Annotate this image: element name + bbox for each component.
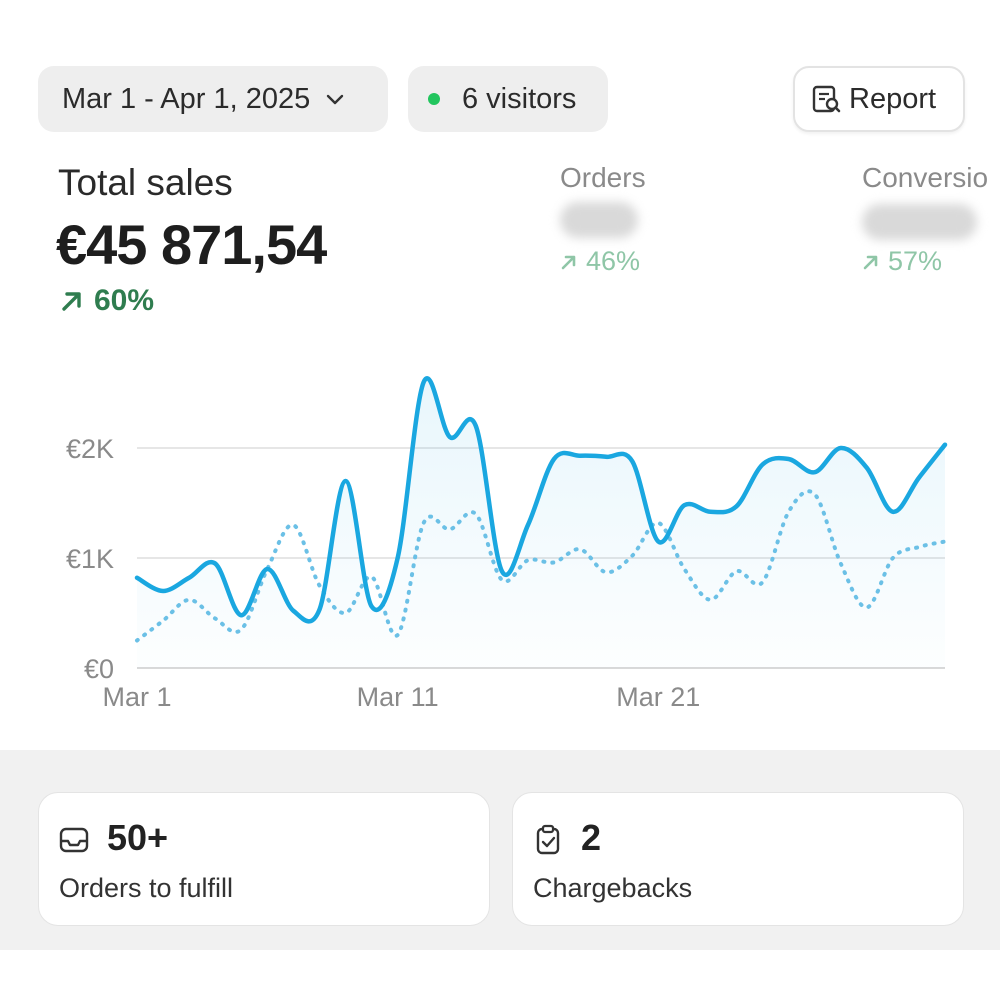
sales-line-chart: €0 €1K €2K Mar 1 Mar 11 Mar 21 xyxy=(66,376,948,712)
conversion-label: Conversio xyxy=(862,162,989,193)
y-tick-label: €1K xyxy=(66,544,114,574)
comparison-series-line xyxy=(135,489,947,643)
orders-to-fulfill-card[interactable]: 50+ Orders to fulfill xyxy=(38,792,490,926)
sales-series-line xyxy=(134,376,948,624)
orders-change: 46% xyxy=(560,246,640,277)
conversion-value-blurred xyxy=(862,204,977,240)
report-button[interactable]: Report xyxy=(793,66,965,132)
conversion-change-value: 57% xyxy=(888,246,943,276)
y-tick-label: €0 xyxy=(84,654,114,684)
x-tick-label: Mar 21 xyxy=(616,682,700,712)
total-sales-change: 60% xyxy=(58,284,154,318)
report-label: Report xyxy=(849,82,937,115)
total-sales-change-value: 60% xyxy=(94,284,155,317)
arrow-up-right-icon xyxy=(862,253,880,271)
date-range-label: Mar 1 - Apr 1, 2025 xyxy=(62,82,311,115)
clipboard-check-icon xyxy=(531,823,565,857)
chargebacks-count: 2 xyxy=(581,817,602,858)
series-area xyxy=(137,378,945,668)
date-range-picker[interactable]: Mar 1 - Apr 1, 2025 xyxy=(38,66,388,132)
x-tick-label: Mar 1 xyxy=(102,682,171,712)
total-sales-label: Total sales xyxy=(58,162,233,203)
visitors-label: 6 visitors xyxy=(462,82,577,115)
orders-to-fulfill-label: Orders to fulfill xyxy=(59,873,234,903)
live-dot-icon xyxy=(428,93,440,105)
inbox-icon xyxy=(57,823,91,857)
report-icon xyxy=(809,82,843,116)
live-visitors-badge[interactable]: 6 visitors xyxy=(408,66,608,132)
chargebacks-label: Chargebacks xyxy=(533,873,693,903)
y-tick-label: €2K xyxy=(66,434,114,464)
bottom-spacer xyxy=(0,950,1000,1000)
chevron-down-icon xyxy=(324,88,346,110)
arrow-up-right-icon xyxy=(560,253,578,271)
conversion-change: 57% xyxy=(862,246,942,277)
x-tick-label: Mar 11 xyxy=(357,682,439,712)
total-sales-value: €45 871,54 xyxy=(56,213,327,276)
arrow-up-right-icon xyxy=(58,287,86,315)
orders-to-fulfill-count: 50+ xyxy=(107,817,169,858)
chargebacks-card[interactable]: 2 Chargebacks xyxy=(512,792,964,926)
orders-change-value: 46% xyxy=(586,246,641,276)
orders-value-blurred xyxy=(560,202,638,238)
orders-label: Orders xyxy=(560,162,646,193)
